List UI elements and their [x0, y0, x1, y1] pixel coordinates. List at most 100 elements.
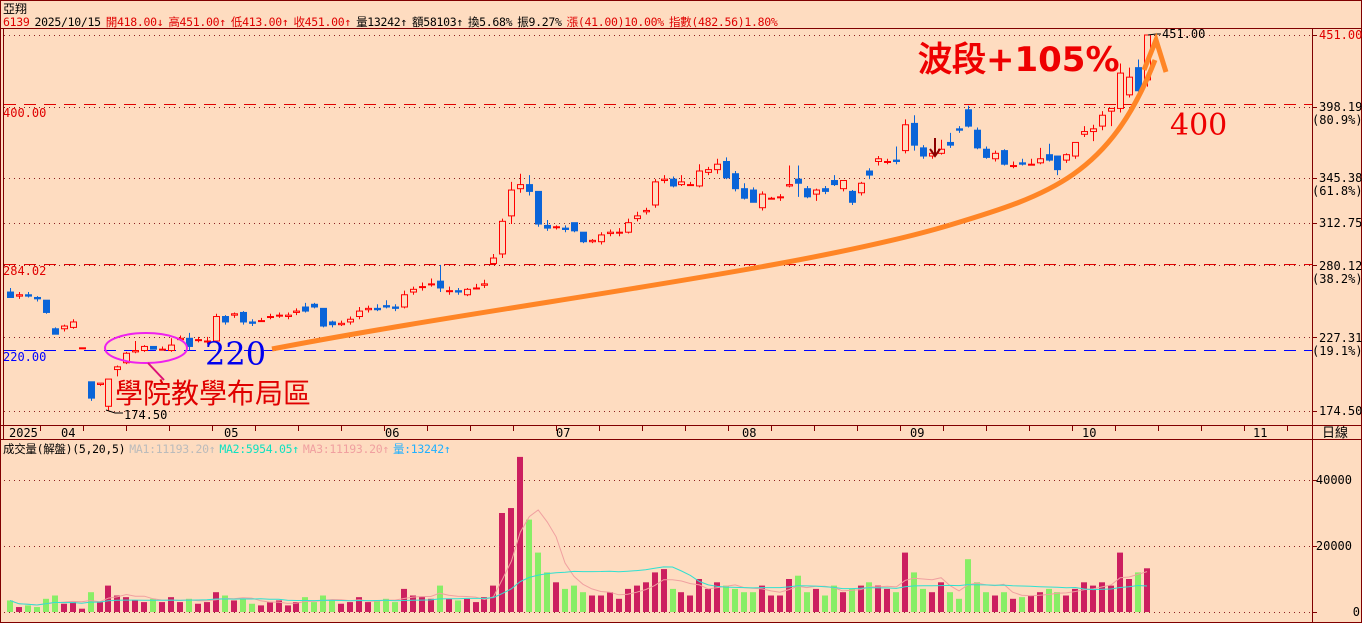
- volume-bar: [302, 597, 308, 612]
- candle-down: [974, 129, 981, 149]
- volume-bar: [893, 592, 899, 612]
- candle-down: [571, 222, 578, 232]
- volume-bar: [938, 582, 944, 612]
- volume-bar: [159, 602, 165, 612]
- axis-tick-280: 280.12: [1319, 259, 1362, 273]
- axis-tick-451: 451.00: [1319, 28, 1362, 42]
- volume-bar: [831, 585, 837, 612]
- volume-bar: [34, 607, 40, 612]
- volume-bar: [508, 508, 514, 612]
- candle-down: [374, 307, 381, 311]
- candle-up: [97, 382, 104, 386]
- candle-up: [276, 314, 283, 317]
- volume-bar: [858, 585, 864, 612]
- volume-bar: [526, 519, 532, 612]
- ma3-label: MA3:11193.20↑: [302, 442, 389, 456]
- volume-bar: [473, 602, 479, 612]
- volume-bar: [1019, 597, 1025, 612]
- candle-down: [544, 224, 551, 229]
- volume-bar: [983, 592, 989, 612]
- axis-tick-80pct: (80.9%): [1312, 113, 1362, 127]
- vol-label: 量:13242↑: [392, 442, 451, 456]
- candle-up: [338, 322, 345, 326]
- date-label-08: 08: [742, 426, 756, 440]
- date-label-07: 07: [556, 426, 570, 440]
- volume-bar: [338, 603, 344, 612]
- candle-up: [634, 215, 641, 220]
- candlesticks: [7, 34, 1151, 412]
- candle-down: [920, 147, 927, 157]
- candle-up: [70, 321, 77, 328]
- candle-up: [840, 180, 847, 190]
- candle-down: [956, 128, 963, 131]
- volume-bar: [875, 585, 881, 612]
- volume-bar: [670, 588, 676, 612]
- volume-bar: [1090, 585, 1096, 612]
- volume-bar: [822, 595, 828, 612]
- candle-up: [768, 197, 775, 200]
- candle-down: [186, 337, 193, 347]
- axis-tick-19pct: (19.1%): [1312, 344, 1362, 358]
- quote-date: 2025/10/15: [34, 15, 102, 29]
- period-label[interactable]: 日線: [1322, 425, 1348, 441]
- volume-bar: [311, 602, 317, 612]
- volume-bar: [625, 588, 631, 612]
- candle-down: [150, 345, 157, 350]
- candle-up: [705, 169, 712, 173]
- zone-label: 學院教學布局區: [115, 377, 311, 410]
- candle-up: [1063, 154, 1070, 161]
- candle-down: [983, 148, 990, 158]
- volume-bar: [866, 582, 872, 612]
- volume-bar: [258, 605, 264, 612]
- candle-up: [875, 158, 882, 162]
- change-value: 漲(41.00)10.00%: [566, 15, 665, 29]
- quote-info-bar: 6139 2025/10/15 開418.00↓ 高451.00↑ 低413.00↑ 收4…: [3, 14, 782, 30]
- volume-bar: [777, 595, 783, 612]
- candle-up: [481, 283, 488, 286]
- line-label-220: 220.00: [3, 350, 46, 364]
- candle-down: [723, 160, 730, 179]
- volume-panel-header: 成交量(解盤)(5,20,5) MA1:11193.20↑ MA2:5954.05↑…: [3, 441, 455, 457]
- volume-bar: [231, 600, 237, 612]
- candle-down: [526, 184, 533, 192]
- volume-bar: [1081, 582, 1087, 612]
- date-label-10: 10: [1082, 426, 1096, 440]
- candle-up: [813, 189, 820, 195]
- candle-up: [464, 288, 471, 296]
- candle-up: [616, 231, 623, 234]
- candle-up: [661, 178, 668, 182]
- date-label-06: 06: [385, 426, 399, 440]
- candle-up: [347, 318, 354, 323]
- candle-down: [822, 188, 829, 192]
- volume-bar: [911, 572, 917, 612]
- candle-up: [1037, 158, 1044, 164]
- volume-bar: [195, 603, 201, 612]
- axis-tick-38pct: (38.2%): [1312, 272, 1362, 286]
- candle-down: [240, 311, 247, 323]
- volume-bar: [732, 588, 738, 612]
- candle-down: [222, 316, 229, 323]
- candle-up: [16, 294, 23, 297]
- volume-bar: [723, 585, 729, 612]
- volume-bar: [347, 602, 353, 612]
- volume-bar: [1144, 568, 1150, 612]
- candle-up: [607, 231, 614, 235]
- volume-bar: [759, 585, 765, 612]
- volume-bar: [204, 602, 210, 612]
- candle-down: [302, 306, 309, 312]
- volume-bar: [535, 552, 541, 612]
- date-label-05: 05: [224, 426, 238, 440]
- candle-down: [866, 170, 873, 176]
- volume-bar: [114, 595, 120, 612]
- volume-ma5-line: [9, 509, 1148, 606]
- volume-bar: [956, 598, 962, 612]
- volume-bar: [544, 572, 550, 612]
- index-value: 指數(482.56)1.80%: [668, 15, 778, 29]
- candle-up: [168, 344, 175, 352]
- volume-bar: [43, 598, 49, 612]
- candle-down: [795, 178, 802, 184]
- volume-bar: [1037, 592, 1043, 612]
- candle-up: [652, 181, 659, 206]
- candle-down: [52, 328, 59, 335]
- candle-down: [1054, 155, 1061, 171]
